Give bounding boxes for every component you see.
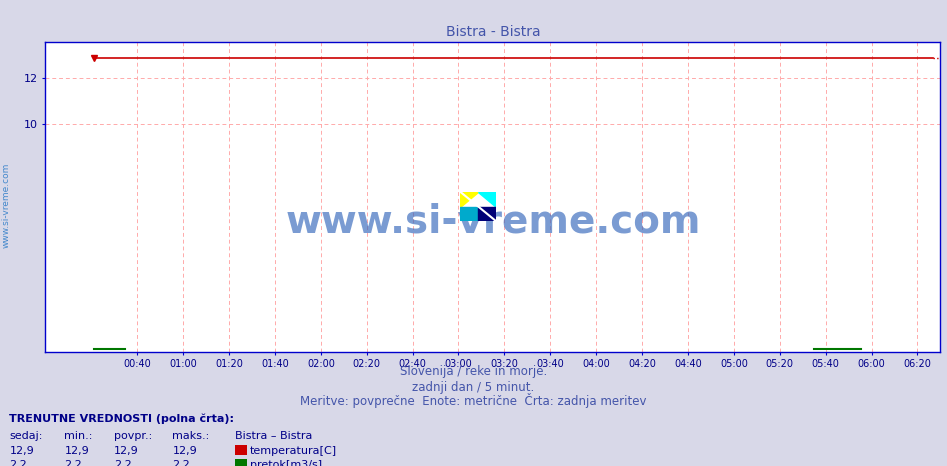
Text: TRENUTNE VREDNOSTI (polna črta):: TRENUTNE VREDNOSTI (polna črta):: [9, 413, 235, 424]
Text: Slovenija / reke in morje.: Slovenija / reke in morje.: [400, 365, 547, 378]
Polygon shape: [478, 206, 496, 221]
Text: 2,2: 2,2: [172, 460, 190, 466]
Text: 12,9: 12,9: [114, 446, 138, 456]
Text: min.:: min.:: [64, 432, 93, 441]
Title: Bistra - Bistra: Bistra - Bistra: [446, 25, 540, 40]
Text: 12,9: 12,9: [64, 446, 89, 456]
Text: pretok[m3/s]: pretok[m3/s]: [250, 460, 322, 466]
Text: www.si-vreme.com: www.si-vreme.com: [285, 203, 701, 240]
Polygon shape: [478, 192, 496, 206]
Text: zadnji dan / 5 minut.: zadnji dan / 5 minut.: [412, 381, 535, 393]
Text: 2,2: 2,2: [114, 460, 132, 466]
Text: Meritve: povprečne  Enote: metrične  Črta: zadnja meritev: Meritve: povprečne Enote: metrične Črta:…: [300, 393, 647, 408]
Text: www.si-vreme.com: www.si-vreme.com: [1, 162, 10, 248]
Text: 12,9: 12,9: [9, 446, 34, 456]
Text: maks.:: maks.:: [172, 432, 209, 441]
Text: 2,2: 2,2: [64, 460, 82, 466]
Text: povpr.:: povpr.:: [114, 432, 152, 441]
Polygon shape: [460, 206, 478, 221]
Polygon shape: [460, 192, 478, 206]
Text: 2,2: 2,2: [9, 460, 27, 466]
Text: 12,9: 12,9: [172, 446, 197, 456]
Text: Bistra – Bistra: Bistra – Bistra: [235, 432, 313, 441]
Text: sedaj:: sedaj:: [9, 432, 43, 441]
Text: temperatura[C]: temperatura[C]: [250, 446, 337, 456]
